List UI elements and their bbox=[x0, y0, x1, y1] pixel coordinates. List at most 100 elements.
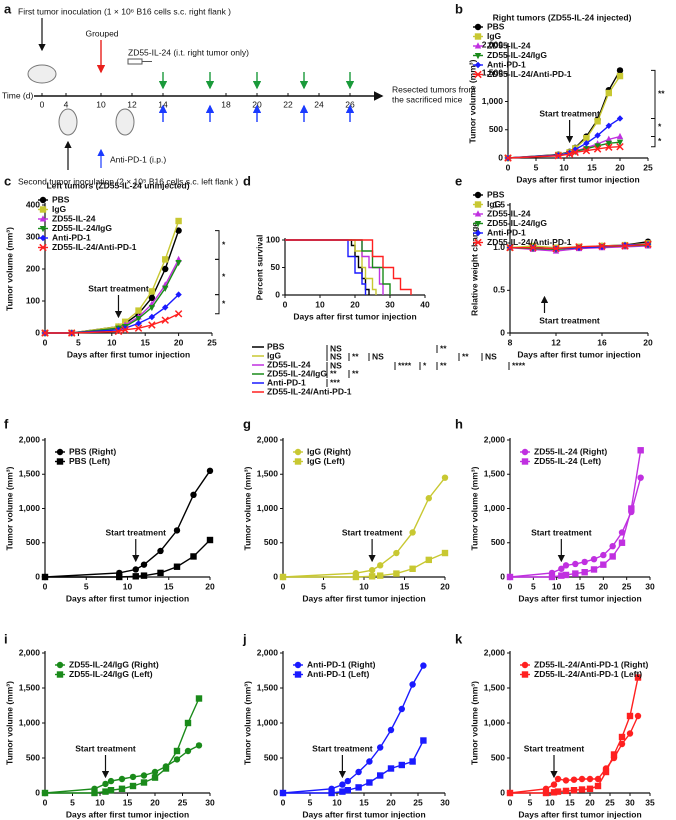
x-tick-label: 20 bbox=[599, 581, 609, 591]
data-point bbox=[206, 536, 214, 544]
x-tick-label: 15 bbox=[140, 337, 150, 347]
data-point bbox=[610, 751, 618, 758]
data-point bbox=[368, 566, 376, 574]
x-tick-label: 15 bbox=[400, 581, 410, 591]
data-point bbox=[140, 561, 148, 568]
y-tick-label: 1,000 bbox=[484, 717, 506, 727]
data-point bbox=[550, 789, 558, 796]
x-tick-label: 10 bbox=[545, 797, 555, 807]
data-point bbox=[565, 150, 574, 158]
data-point bbox=[355, 768, 362, 776]
data-point bbox=[616, 72, 624, 80]
legend-label: ZD55-IL-24 bbox=[267, 359, 311, 369]
x-tick-label: 5 bbox=[84, 581, 89, 591]
x-tick-label: 30 bbox=[440, 797, 450, 807]
x-tick-label: 0 bbox=[43, 337, 48, 347]
x-tick-label: 25 bbox=[207, 337, 217, 347]
data-point bbox=[578, 786, 586, 793]
resected-label: the sacrificed mice bbox=[392, 94, 463, 104]
y-tick-label: 500 bbox=[264, 537, 278, 547]
y-tick-label: 1,000 bbox=[482, 96, 504, 106]
data-point bbox=[605, 135, 612, 142]
first-inoculation: First tumor inoculation (1 × 10⁶ B16 cel… bbox=[18, 6, 231, 16]
x-tick-label: 25 bbox=[413, 797, 423, 807]
data-point bbox=[570, 787, 578, 794]
data-point bbox=[175, 227, 182, 234]
significance-bracket bbox=[651, 117, 656, 138]
data-point bbox=[506, 573, 514, 581]
survival-curve bbox=[285, 239, 367, 295]
data-point bbox=[339, 781, 346, 788]
legend-marker bbox=[39, 243, 47, 252]
y-tick-label: 100 bbox=[266, 234, 280, 244]
data-point bbox=[148, 294, 156, 301]
x-tick-label: 35 bbox=[645, 797, 655, 807]
x-tick-label: 20 bbox=[150, 797, 160, 807]
x-tick-label: 10 bbox=[95, 797, 105, 807]
data-point bbox=[590, 555, 598, 563]
data-point bbox=[562, 571, 570, 579]
y-axis-label: Tumor volume (mm³) bbox=[4, 466, 14, 550]
data-point bbox=[616, 115, 624, 122]
data-point bbox=[626, 712, 634, 720]
x-tick-label: 16 bbox=[597, 337, 607, 347]
y-tick-label: 400 bbox=[26, 199, 40, 209]
data-point bbox=[441, 474, 449, 481]
data-point bbox=[107, 787, 115, 794]
data-point bbox=[91, 789, 98, 797]
data-point bbox=[575, 243, 583, 251]
legend-marker bbox=[294, 661, 302, 669]
legend-label: ZD55-IL-24 bbox=[52, 213, 96, 223]
timeline-tick-label: 18 bbox=[221, 99, 231, 109]
x-axis-label: Days after first tumor injection bbox=[293, 311, 416, 321]
data-point bbox=[162, 256, 169, 263]
legend-marker bbox=[474, 191, 482, 199]
data-point bbox=[425, 495, 432, 502]
significance-label: * bbox=[222, 271, 226, 281]
data-point bbox=[441, 549, 449, 557]
survival-curve bbox=[285, 239, 370, 295]
y-tick-label: 0 bbox=[500, 327, 505, 337]
x-tick-label: 15 bbox=[164, 581, 174, 591]
data-point bbox=[621, 242, 629, 250]
legend-label: ZD55-IL-24/IgG (Left) bbox=[69, 669, 153, 679]
data-point bbox=[581, 569, 588, 576]
legend-label: PBS bbox=[487, 21, 505, 31]
mouse-icon bbox=[27, 64, 57, 84]
x-tick-label: 0 bbox=[281, 581, 286, 591]
data-point bbox=[132, 566, 139, 573]
y-tick-label: 1,500 bbox=[257, 682, 279, 692]
data-point bbox=[570, 776, 578, 783]
data-point bbox=[377, 772, 384, 779]
data-point bbox=[558, 565, 565, 572]
data-point bbox=[162, 304, 169, 311]
legend-marker bbox=[474, 201, 482, 208]
data-point bbox=[572, 560, 579, 568]
data-point bbox=[554, 788, 562, 795]
y-tick-label: 1.0 bbox=[493, 242, 505, 252]
data-point bbox=[552, 244, 560, 253]
series-line bbox=[507, 146, 621, 159]
series-line bbox=[283, 552, 446, 578]
y-tick-label: 500 bbox=[491, 537, 505, 547]
legend-marker bbox=[294, 671, 302, 678]
grouped-label: Grouped bbox=[85, 28, 118, 38]
data-point bbox=[175, 291, 182, 298]
y-tick-label: 1,000 bbox=[19, 717, 41, 727]
y-tick-label: 200 bbox=[26, 263, 40, 273]
legend-label: IgG bbox=[267, 350, 282, 360]
data-point bbox=[162, 265, 169, 273]
x-tick-label: 0 bbox=[283, 299, 288, 309]
y-tick-label: 1,000 bbox=[257, 503, 279, 513]
data-point bbox=[162, 765, 170, 772]
legend-label: ZD55-IL-24/Anti-PD-1 (Right) bbox=[534, 659, 648, 669]
significance-label: NS bbox=[330, 360, 342, 370]
legend-marker bbox=[474, 229, 482, 237]
data-point bbox=[644, 240, 652, 248]
legend-label: ZD55-IL-24/IgG bbox=[52, 223, 112, 233]
data-point bbox=[409, 758, 416, 765]
x-tick-label: 10 bbox=[332, 797, 342, 807]
annotation: Start treatment bbox=[106, 527, 167, 537]
chart-title: Right tumors (ZD55-IL-24 injected) bbox=[493, 12, 632, 22]
y-tick-label: 2,000 bbox=[19, 647, 41, 657]
